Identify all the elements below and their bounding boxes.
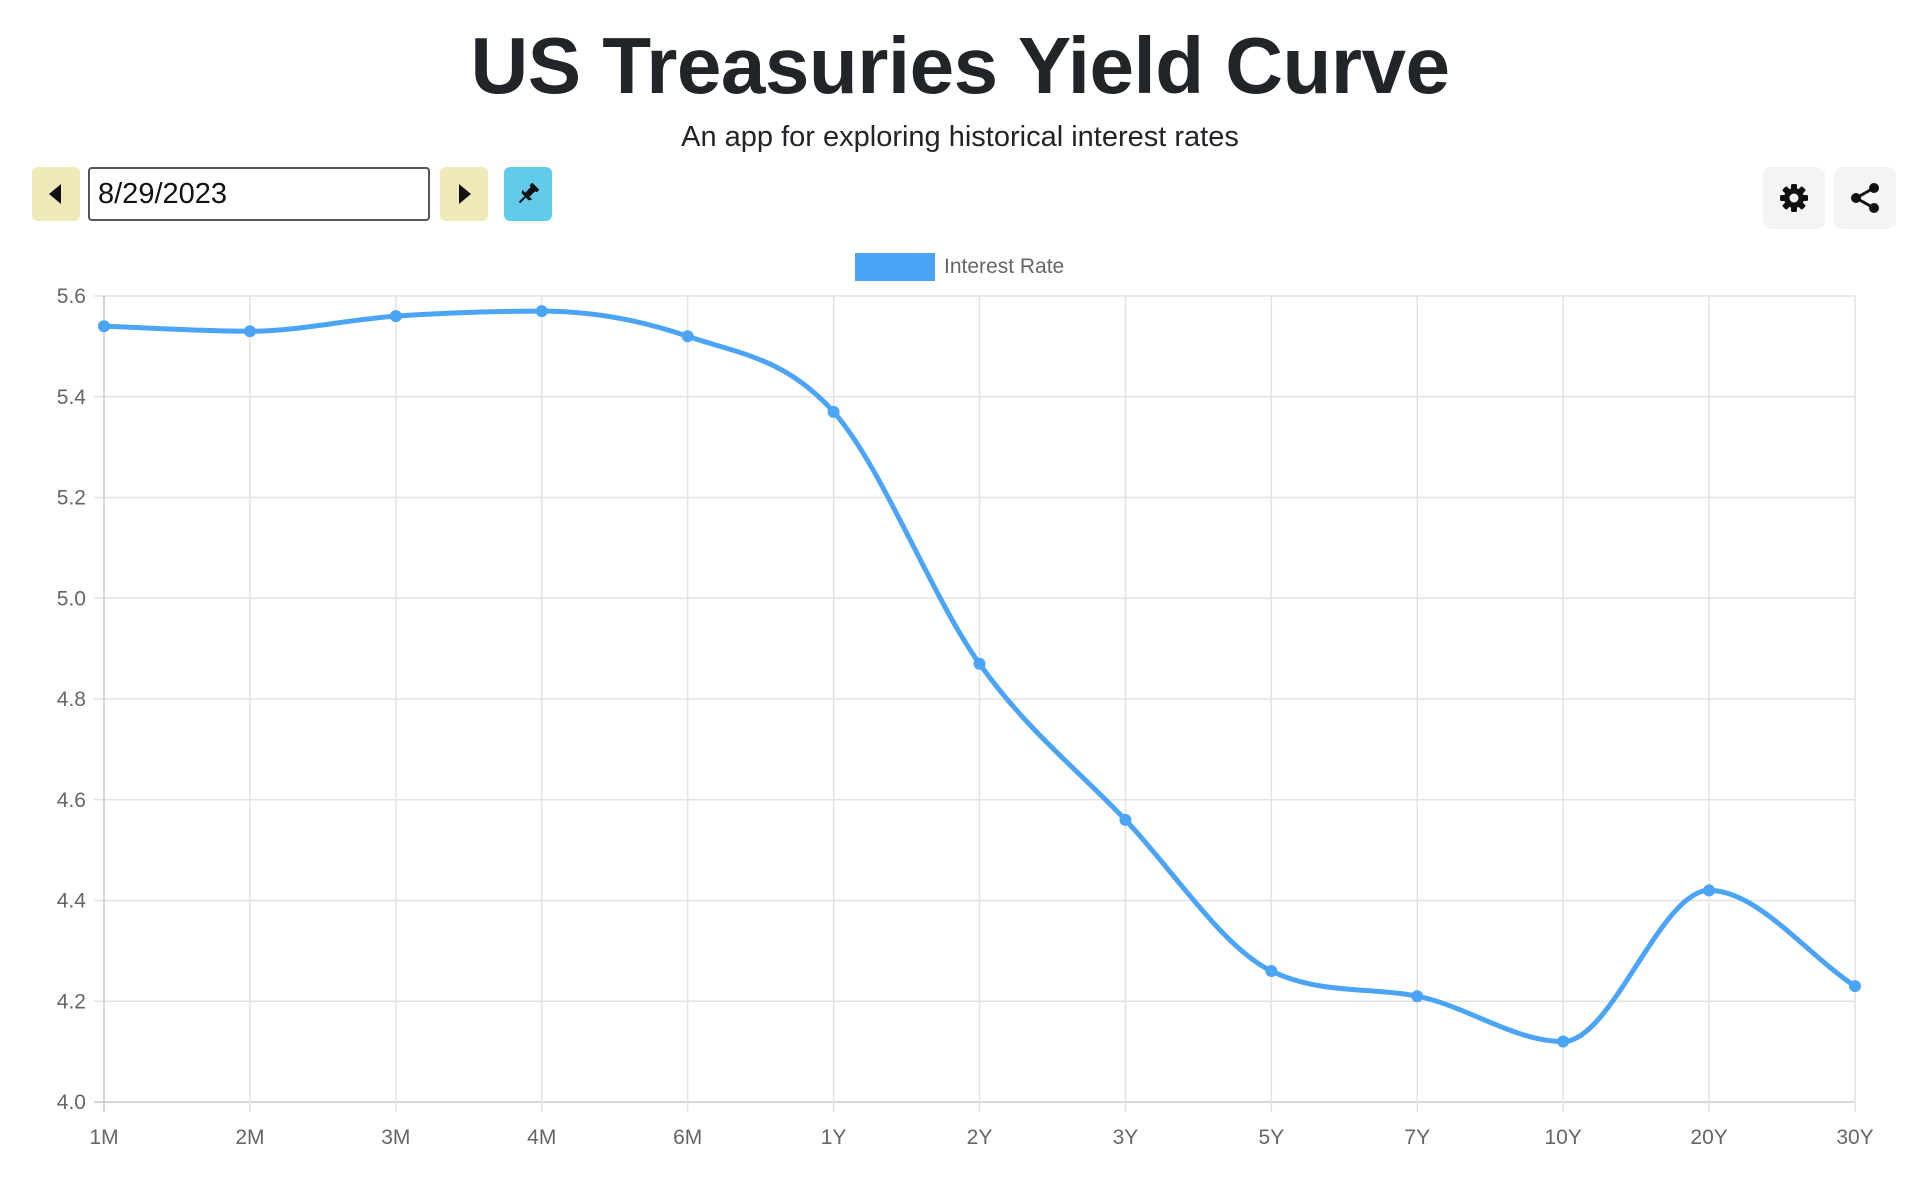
x-tick-label: 7Y bbox=[1404, 1126, 1430, 1149]
x-tick-label: 2Y bbox=[967, 1126, 993, 1149]
chart-legend[interactable]: Interest Rate bbox=[855, 252, 1064, 282]
data-point-2y[interactable] bbox=[973, 657, 986, 670]
settings-button[interactable] bbox=[1763, 167, 1825, 229]
x-tick-label: 6M bbox=[673, 1126, 702, 1149]
legend-swatch bbox=[855, 253, 935, 281]
interest-rate-line bbox=[101, 308, 1858, 1045]
y-tick-label: 4.2 bbox=[57, 990, 86, 1013]
x-tick-label: 3Y bbox=[1113, 1126, 1139, 1149]
x-tick-label: 3M bbox=[381, 1126, 410, 1149]
y-tick-label: 5.4 bbox=[57, 386, 87, 409]
x-tick-label: 5Y bbox=[1258, 1126, 1284, 1149]
x-tick-label: 1M bbox=[89, 1126, 118, 1149]
data-point-5y[interactable] bbox=[1265, 965, 1278, 978]
pin-icon bbox=[518, 183, 539, 204]
data-point-20y[interactable] bbox=[1703, 884, 1716, 897]
y-tick-label: 4.6 bbox=[57, 789, 86, 812]
gear-icon bbox=[1780, 184, 1808, 212]
legend-label: Interest Rate bbox=[944, 255, 1065, 278]
date-input[interactable] bbox=[88, 167, 430, 221]
y-tick-label: 4.8 bbox=[57, 688, 86, 711]
data-point-1m[interactable] bbox=[98, 320, 110, 333]
data-point-10y[interactable] bbox=[1557, 1035, 1570, 1048]
share-icon bbox=[1851, 183, 1879, 213]
pin-button[interactable] bbox=[504, 167, 552, 221]
y-tick-label: 5.6 bbox=[57, 285, 86, 308]
share-button[interactable] bbox=[1834, 167, 1896, 229]
page-title: US Treasuries Yield Curve bbox=[470, 21, 1450, 110]
x-tick-label: 10Y bbox=[1544, 1126, 1581, 1149]
page-subtitle: An app for exploring historical interest… bbox=[681, 121, 1239, 153]
y-tick-label: 4.0 bbox=[57, 1091, 86, 1114]
data-point-4m[interactable] bbox=[535, 305, 548, 318]
x-tick-label: 2M bbox=[235, 1126, 264, 1149]
x-tick-label: 30Y bbox=[1836, 1126, 1873, 1149]
data-point-2m[interactable] bbox=[243, 325, 256, 338]
y-tick-label: 4.4 bbox=[57, 890, 87, 913]
yield-curve-chart: 4.0 4.2 4.4 4.6 4.8 5.0 5.2 5.4 5.6 1M 2M 3M 4M 6M 1Y 2… bbox=[57, 285, 1874, 1149]
caret-right-icon bbox=[459, 184, 471, 204]
x-tick-label: 1Y bbox=[821, 1126, 847, 1149]
x-tick-label: 4M bbox=[527, 1126, 556, 1149]
data-point-1y[interactable] bbox=[827, 405, 840, 418]
data-point-6m[interactable] bbox=[681, 330, 694, 343]
next-date-button[interactable] bbox=[440, 167, 488, 221]
caret-left-icon bbox=[49, 184, 61, 204]
data-point-30y[interactable] bbox=[1849, 980, 1861, 993]
y-tick-label: 5.2 bbox=[57, 487, 86, 510]
previous-date-button[interactable] bbox=[32, 167, 80, 221]
data-point-7y[interactable] bbox=[1411, 990, 1424, 1003]
x-tick-label: 20Y bbox=[1690, 1126, 1727, 1149]
data-point-3y[interactable] bbox=[1119, 813, 1132, 826]
y-tick-label: 5.0 bbox=[57, 587, 86, 610]
data-point-3m[interactable] bbox=[389, 310, 402, 323]
